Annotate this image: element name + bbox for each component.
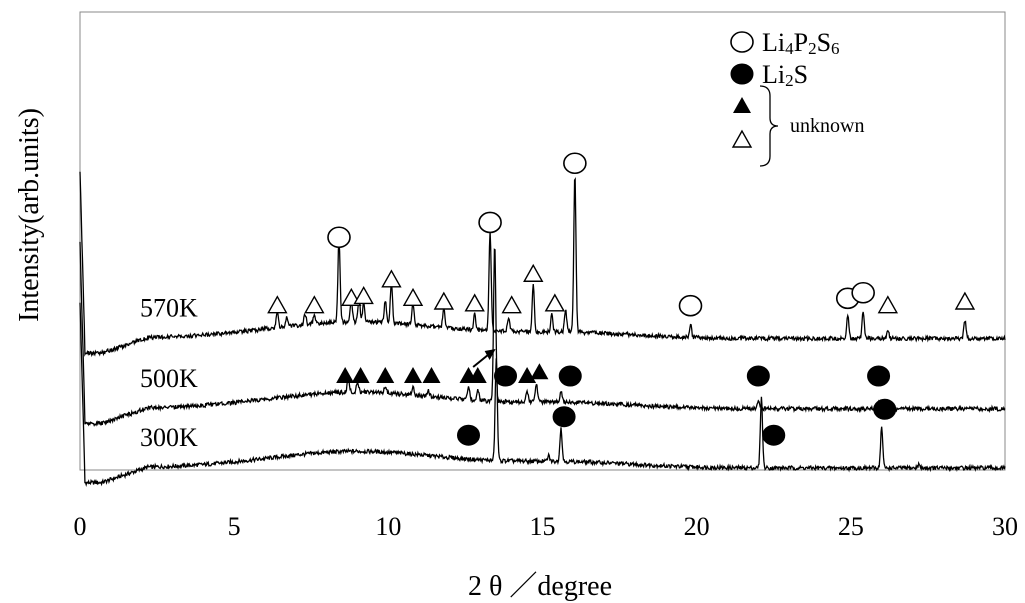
legend-symbol-1	[730, 63, 754, 85]
marker-300K-0	[457, 424, 480, 446]
marker-570K-14	[678, 294, 703, 317]
marker-500K-2	[376, 367, 395, 383]
marker-500K-3	[404, 367, 422, 383]
marker-570K-8	[464, 293, 485, 312]
plot-frame	[79, 11, 1006, 471]
legend-label-1: Li2S	[762, 60, 808, 90]
marker-570K-10	[501, 295, 522, 314]
x-tick-20: 20	[684, 512, 710, 541]
x-tick-25: 25	[838, 512, 864, 541]
series-line-300K	[79, 302, 1006, 488]
legend-label-0: Li4P2S6	[762, 28, 840, 58]
x-tick-30: 30	[992, 512, 1018, 541]
series-layer: 570K 500K 300K	[79, 171, 1006, 488]
marker-500K-9	[530, 363, 549, 380]
series-line-500K	[79, 241, 1006, 427]
marker-300K-2	[762, 424, 786, 446]
marker-500K-11	[746, 365, 770, 387]
marker-300K-1	[552, 406, 576, 428]
marker-570K-9	[478, 211, 502, 234]
marker-570K-13	[563, 152, 587, 175]
marker-570K-0	[267, 295, 288, 314]
marker-570K-12	[544, 293, 566, 312]
marker-570K-16	[851, 281, 875, 304]
legend-symbol-0	[730, 31, 754, 53]
legend-unknown-label: unknown	[790, 115, 864, 137]
x-tick-10: 10	[375, 512, 401, 541]
series-line-570K	[79, 171, 1006, 358]
marker-500K-12	[867, 365, 891, 387]
x-axis-title: 2 θ ／degree	[468, 570, 612, 602]
x-tick-15: 15	[530, 512, 556, 541]
x-tick-labels: 0 5 10 15 20 25 30	[74, 512, 1019, 541]
marker-500K-6	[468, 367, 487, 383]
x-tick-5: 5	[228, 512, 241, 541]
marker-500K-4	[422, 367, 441, 383]
x-tick-0: 0	[74, 512, 87, 541]
marker-570K-18	[954, 291, 976, 310]
marker-300K-3	[873, 398, 897, 420]
marker-500K-7	[494, 365, 517, 387]
marker-570K-6	[402, 287, 424, 306]
marker-layer	[267, 152, 976, 446]
marker-500K-10	[558, 365, 582, 387]
marker-570K-7	[433, 291, 455, 310]
marker-500K-0	[336, 367, 355, 383]
marker-570K-4	[353, 286, 374, 305]
marker-570K-5	[381, 269, 402, 288]
y-axis-title: Intensity(arb.units)	[14, 108, 45, 322]
legend-symbol-2	[733, 97, 751, 113]
series-label-300K: 300K	[140, 423, 198, 452]
legend-symbol-3	[731, 129, 753, 148]
marker-570K-2	[327, 226, 351, 249]
peak-arrow-head	[484, 349, 496, 360]
legend-brace	[759, 85, 779, 167]
marker-570K-11	[523, 263, 544, 282]
series-label-500K: 500K	[140, 364, 198, 393]
marker-570K-1	[304, 295, 325, 314]
marker-500K-1	[351, 367, 370, 383]
marker-570K-17	[877, 295, 899, 314]
series-label-570K: 570K	[140, 294, 198, 323]
